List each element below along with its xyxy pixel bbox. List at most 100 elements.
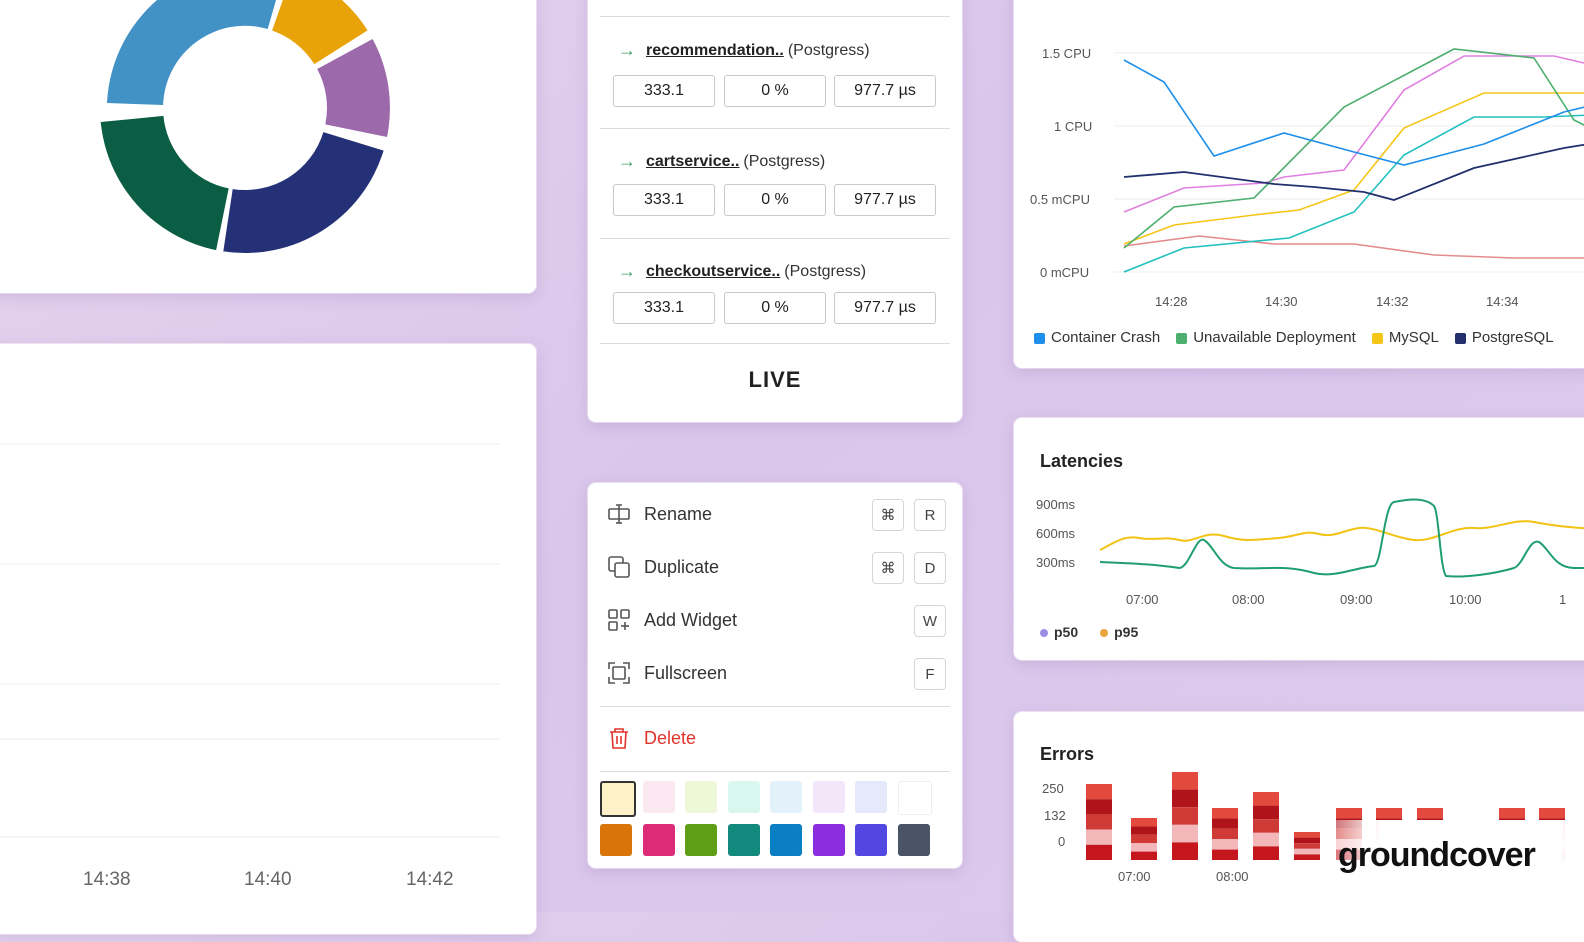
live-indicator[interactable]: LIVE	[748, 367, 802, 392]
latency-value: 977.7 µs	[834, 184, 936, 216]
latency-value: 977.7 µs	[834, 292, 936, 324]
menu-item-fullscreen[interactable]: Fullscreen	[606, 653, 948, 693]
error-bar-segment	[1294, 848, 1320, 855]
logo-backdrop	[1320, 820, 1584, 900]
throughput-value: 333.1	[613, 184, 715, 216]
error-bar-segment	[1376, 808, 1402, 819]
errors-widget: Errors 250 132 0 07:00 08:00 groundcover	[1014, 712, 1584, 942]
x-tick: 10:00	[1449, 592, 1482, 607]
color-swatch[interactable]	[685, 781, 717, 813]
error-rate-value: 0 %	[724, 184, 826, 216]
error-bar-segment	[1172, 772, 1198, 790]
error-bar-segment	[1131, 818, 1157, 827]
arrow-right-icon: →	[618, 261, 636, 281]
latency-line-chart	[1099, 498, 1584, 578]
menu-item-delete[interactable]: Delete	[606, 718, 948, 758]
donut-widget	[0, 0, 536, 293]
menu-item-rename[interactable]: Rename	[606, 494, 948, 534]
legend-swatch	[1454, 332, 1466, 344]
color-swatch[interactable]	[685, 824, 717, 856]
legend-item[interactable]: PostgreSQL	[1454, 329, 1554, 346]
x-tick: 14:28	[1155, 294, 1188, 309]
legend-dot	[1040, 629, 1048, 638]
error-bar-segment	[1131, 843, 1157, 852]
x-tick: 14:38	[83, 869, 131, 890]
y-tick: 250	[1042, 781, 1064, 796]
color-swatch[interactable]	[770, 824, 802, 856]
fullscreen-icon	[606, 660, 632, 686]
series-line	[1123, 143, 1584, 201]
brand-logo: groundcover	[1338, 836, 1536, 874]
legend-item[interactable]: Container Crash	[1034, 329, 1160, 346]
color-swatch[interactable]	[642, 781, 675, 813]
error-bar-segment	[1172, 824, 1198, 843]
color-swatch[interactable]	[600, 781, 636, 817]
color-swatch[interactable]	[642, 824, 675, 856]
donut-slice	[107, 0, 277, 105]
error-bar-segment	[1086, 799, 1112, 815]
color-swatch[interactable]	[770, 781, 802, 813]
menu-item-add-widget[interactable]: Add Widget	[606, 600, 948, 640]
service-row[interactable]: → cartservice.. (Postgress)	[618, 151, 825, 172]
color-swatch[interactable]	[812, 781, 845, 813]
error-bar-segment	[1539, 808, 1565, 819]
legend-item[interactable]: p50	[1040, 624, 1078, 640]
donut-slice	[272, 0, 368, 65]
legend-item[interactable]: MySQL	[1371, 329, 1439, 346]
error-bar-segment	[1336, 808, 1362, 819]
color-swatch[interactable]	[897, 824, 930, 856]
service-row[interactable]: → recommendation.. (Postgress)	[618, 40, 870, 61]
x-tick: 08:00	[1232, 592, 1265, 607]
legend-item[interactable]: Unavailable Deployment	[1176, 329, 1356, 346]
color-swatch[interactable]	[855, 824, 887, 856]
shortcut-key: R	[914, 499, 946, 531]
service-name[interactable]: recommendation..	[646, 41, 784, 59]
legend-swatch	[1176, 332, 1188, 344]
trash-icon	[606, 725, 632, 751]
color-swatch[interactable]	[855, 781, 887, 813]
error-bar-segment	[1417, 808, 1443, 819]
y-tick: 132	[1044, 808, 1066, 823]
error-bar-segment	[1086, 814, 1112, 830]
cpu-widget: 1.5 CPU 1 CPU 0.5 mCPU 0 mCPU 14:28 14:3…	[1014, 0, 1584, 368]
series-line	[1123, 235, 1584, 259]
color-swatch[interactable]	[727, 781, 760, 813]
color-swatch[interactable]	[812, 824, 845, 856]
x-tick: 09:00	[1340, 592, 1373, 607]
service-db: (Postgress)	[787, 41, 870, 59]
error-bar-segment	[1212, 839, 1238, 850]
service-row[interactable]: → checkoutservice.. (Postgress)	[618, 261, 866, 282]
stacked-bar-widget: 14:38 14:40 14:42	[0, 344, 536, 934]
error-bar-segment	[1294, 854, 1320, 860]
menu-item-label: Rename	[644, 503, 713, 524]
divider	[600, 128, 950, 129]
x-tick: 07:00	[1126, 592, 1159, 607]
stacked-bar-chart	[0, 443, 500, 838]
legend-item[interactable]: p95	[1100, 624, 1138, 640]
shortcut-key: F	[914, 658, 946, 690]
error-bar-segment	[1294, 832, 1320, 838]
x-tick: 14:34	[1486, 294, 1519, 309]
color-swatch[interactable]	[897, 781, 932, 815]
error-bar-segment	[1131, 851, 1157, 860]
color-swatch[interactable]	[727, 824, 760, 856]
error-bar-segment	[1253, 792, 1279, 806]
x-tick: 14:40	[244, 869, 292, 890]
y-tick: 900ms	[1036, 497, 1076, 512]
y-tick: 0 mCPU	[1040, 265, 1090, 280]
legend-dot	[1100, 629, 1109, 638]
shortcut-key: W	[914, 605, 946, 637]
y-tick: 1.5 CPU	[1042, 46, 1092, 61]
divider	[600, 16, 950, 17]
duplicate-icon	[606, 554, 632, 580]
error-bar-segment	[1212, 808, 1238, 819]
menu-item-duplicate[interactable]: Duplicate	[606, 547, 948, 587]
donut-slice	[223, 132, 384, 254]
shortcut-key: ⌘	[872, 499, 904, 531]
error-bar-segment	[1131, 826, 1157, 835]
color-swatch[interactable]	[600, 824, 632, 856]
error-bar-segment	[1212, 849, 1238, 860]
service-name[interactable]: checkoutservice..	[646, 262, 781, 280]
divider	[600, 771, 950, 772]
service-name[interactable]: cartservice..	[646, 152, 740, 170]
